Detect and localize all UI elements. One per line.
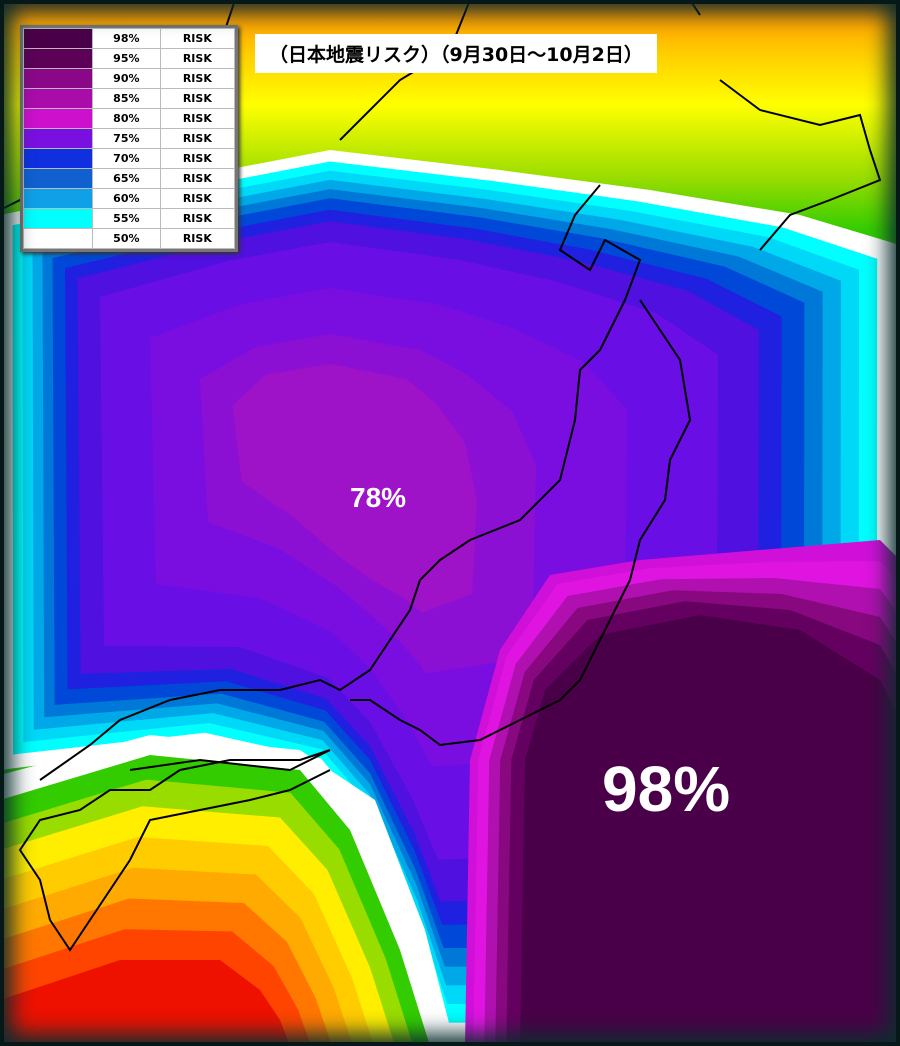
risk-band <box>232 363 477 613</box>
legend-percent: 98% <box>92 28 161 49</box>
legend-label: RISK <box>159 68 236 89</box>
map-title: （日本地震リスク）（9月30日～10月2日） <box>255 34 657 73</box>
legend-swatch <box>23 48 93 69</box>
legend-swatch <box>23 68 93 89</box>
risk-bands <box>0 150 900 1046</box>
legend-percent: 95% <box>92 48 161 69</box>
legend-label: RISK <box>159 128 236 149</box>
legend-percent: 65% <box>92 168 161 189</box>
legend-label: RISK <box>159 228 236 249</box>
legend-swatch <box>23 28 93 49</box>
legend-row: 65% RISK <box>23 168 236 189</box>
legend-percent: 60% <box>92 188 161 209</box>
legend-row: 85% RISK <box>23 88 236 109</box>
legend-label: RISK <box>159 28 236 49</box>
legend-label: RISK <box>159 188 236 209</box>
legend-percent: 75% <box>92 128 161 149</box>
legend-label: RISK <box>159 108 236 129</box>
legend-label: RISK <box>159 88 236 109</box>
legend-label: RISK <box>159 148 236 169</box>
legend-percent: 55% <box>92 208 161 229</box>
legend-swatch <box>23 188 93 209</box>
legend-row: 80% RISK <box>23 108 236 129</box>
legend-label: RISK <box>159 208 236 229</box>
risk-annotation: 78% <box>350 482 407 513</box>
legend-row: 95% RISK <box>23 48 236 69</box>
legend-percent: 70% <box>92 148 161 169</box>
legend-row: 60% RISK <box>23 188 236 209</box>
legend-percent: 80% <box>92 108 161 129</box>
legend-swatch <box>23 168 93 189</box>
legend-swatch <box>23 208 93 229</box>
legend-swatch <box>23 88 93 109</box>
legend-label: RISK <box>159 48 236 69</box>
legend-percent: 85% <box>92 88 161 109</box>
legend-swatch <box>23 148 93 169</box>
legend-row: 55% RISK <box>23 208 236 229</box>
legend-row: 50% RISK <box>23 228 236 249</box>
risk-annotation: 98% <box>602 753 731 825</box>
legend-swatch <box>23 228 93 249</box>
legend-label: RISK <box>159 168 236 189</box>
legend-percent: 90% <box>92 68 161 89</box>
legend-row: 98% RISK <box>23 28 236 49</box>
legend-percent: 50% <box>92 228 161 249</box>
legend-row: 70% RISK <box>23 148 236 169</box>
risk-band <box>520 615 900 1046</box>
legend-swatch <box>23 128 93 149</box>
legend-table: 98% RISK 95% RISK 90% RISK 85% RISK 80% RISK 75% RI… <box>23 28 236 249</box>
legend-row: 90% RISK <box>23 68 236 89</box>
legend-swatch <box>23 108 93 129</box>
legend: 98% RISK 95% RISK 90% RISK 85% RISK 80% RISK 75% RI… <box>20 25 238 252</box>
legend-row: 75% RISK <box>23 128 236 149</box>
risk-band <box>0 960 290 1046</box>
